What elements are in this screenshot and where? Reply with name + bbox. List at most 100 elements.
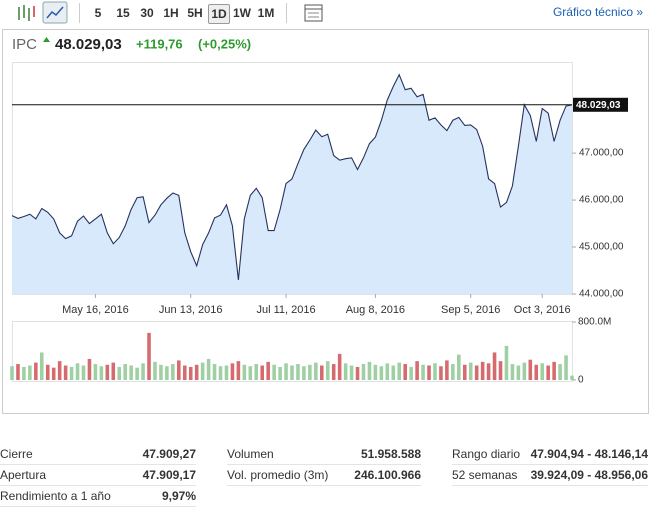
volume-bar bbox=[385, 363, 390, 380]
volume-bar bbox=[224, 365, 229, 380]
volume-bar bbox=[81, 365, 86, 380]
index-name: IPC bbox=[12, 36, 37, 53]
price-change-pct: (+0,25%) bbox=[198, 36, 251, 51]
interval-button[interactable]: 30 bbox=[140, 6, 154, 20]
y-tick-label: 44.000,00 bbox=[579, 289, 624, 300]
volume-bar bbox=[242, 364, 247, 380]
volume-bar bbox=[182, 365, 187, 380]
interval-button[interactable]: 5H bbox=[187, 6, 203, 20]
volume-bar bbox=[290, 365, 294, 380]
volume-bar bbox=[34, 362, 38, 380]
volume-bar bbox=[373, 364, 378, 380]
x-tick-label: Aug 8, 2016 bbox=[346, 304, 405, 316]
volume-bar bbox=[451, 364, 455, 380]
interval-button[interactable]: 5 bbox=[94, 6, 102, 20]
stat-cell: Vol. promedio (3m) 246.100.966 bbox=[227, 465, 421, 486]
volume-bar bbox=[93, 364, 98, 380]
candles-icon[interactable] bbox=[18, 5, 35, 21]
volume-bar bbox=[480, 361, 485, 380]
volume-bar bbox=[397, 362, 402, 380]
x-tick-label: Oct 3, 2016 bbox=[514, 304, 571, 316]
volume-bar bbox=[284, 363, 288, 380]
volume-bar bbox=[564, 355, 568, 380]
stats-table: Cierre 47.909,27 Volumen 51.958.588 Rango di… bbox=[0, 444, 653, 510]
interval-button[interactable]: 15 bbox=[116, 6, 130, 20]
volume-bar bbox=[105, 364, 110, 380]
up-arrow bbox=[43, 37, 50, 42]
toolbar: 5 15 30 1H 5H 1D 1W 1M Gráfico técnico » bbox=[0, 0, 653, 26]
area-icon-line bbox=[46, 6, 64, 19]
volume-bar bbox=[439, 366, 443, 380]
volume-bar bbox=[75, 363, 80, 380]
volume-bar bbox=[546, 365, 550, 380]
volume-bar bbox=[552, 361, 556, 380]
volume-bar bbox=[45, 364, 50, 380]
stat-cell: Rango diario 47.904,94 - 48.146,14 bbox=[452, 444, 648, 465]
volume-bar bbox=[165, 366, 169, 380]
y-tick-label: 46.000,00 bbox=[579, 195, 624, 206]
volume-bar bbox=[474, 365, 479, 380]
stat-value: 246.100.966 bbox=[354, 468, 421, 482]
volume-bar bbox=[69, 366, 74, 380]
plot-frame bbox=[12, 62, 573, 295]
volume-bar bbox=[445, 360, 449, 380]
volume-bar bbox=[343, 363, 348, 380]
volume-bar bbox=[522, 362, 527, 380]
volume-bar bbox=[278, 366, 282, 380]
volume-bar bbox=[266, 361, 270, 380]
x-tick-label: Sep 5, 2016 bbox=[441, 304, 500, 316]
volume-bar bbox=[421, 364, 425, 380]
volume-bar bbox=[331, 364, 336, 380]
volume-bar bbox=[248, 366, 253, 380]
volume-bar bbox=[302, 366, 306, 380]
volume-bar bbox=[28, 365, 32, 380]
volume-bar bbox=[188, 366, 193, 380]
volume-bar bbox=[325, 361, 330, 380]
stat-label: Rango diario bbox=[452, 447, 521, 461]
volume-bar bbox=[504, 345, 509, 380]
volume-bar bbox=[159, 364, 163, 380]
x-tick-label: May 16, 2016 bbox=[62, 304, 129, 316]
volume-bar bbox=[492, 352, 497, 380]
last-price-box bbox=[573, 97, 628, 112]
indicator-icon[interactable] bbox=[303, 0, 325, 26]
volume-bar bbox=[230, 363, 235, 380]
volume-bar bbox=[51, 367, 56, 380]
stat-cell: Rendimiento a 1 año 9,97% bbox=[0, 486, 196, 507]
stat-value: 47.909,17 bbox=[142, 468, 196, 482]
volume-bar bbox=[63, 365, 68, 380]
volume-bar bbox=[194, 364, 199, 380]
interval-button[interactable]: 1W bbox=[233, 6, 251, 20]
volume-bar bbox=[272, 364, 276, 380]
volume-bar bbox=[403, 364, 407, 380]
stat-cell: 52 semanas 39.924,09 - 48.956,06 bbox=[452, 465, 648, 486]
interval-button[interactable]: 1D bbox=[208, 4, 230, 24]
volume-bar bbox=[308, 364, 312, 380]
volume-bar bbox=[540, 363, 544, 380]
technical-chart-link[interactable]: Gráfico técnico » bbox=[552, 5, 643, 19]
interval-button[interactable]: 1H bbox=[163, 6, 179, 20]
volume-bar bbox=[236, 361, 241, 380]
volume-bar bbox=[349, 365, 354, 380]
volume-bar bbox=[379, 366, 384, 380]
stat-label: Rendimiento a 1 año bbox=[0, 489, 111, 503]
volume-bar bbox=[361, 364, 366, 380]
stat-value: 47.904,94 - 48.146,14 bbox=[530, 447, 648, 461]
volume-bar bbox=[320, 365, 324, 380]
y-tick-label: 0 bbox=[578, 375, 584, 386]
stat-cell: Volumen 51.958.588 bbox=[227, 444, 421, 465]
volume-bar bbox=[486, 363, 491, 380]
last-price-label: 48.029,03 bbox=[576, 100, 621, 111]
volume-bar bbox=[433, 363, 437, 380]
index-price: 48.029,03 bbox=[55, 36, 122, 53]
area-icon[interactable] bbox=[42, 1, 68, 24]
stat-label: Cierre bbox=[0, 447, 33, 461]
volume-bar bbox=[99, 366, 104, 380]
volume-bar bbox=[212, 364, 217, 380]
stat-value: 9,97% bbox=[161, 489, 196, 503]
volume-bar bbox=[57, 361, 62, 380]
interval-button[interactable]: 1M bbox=[257, 6, 275, 20]
separator bbox=[286, 3, 287, 23]
x-tick-label: Jul 11, 2016 bbox=[256, 304, 315, 316]
